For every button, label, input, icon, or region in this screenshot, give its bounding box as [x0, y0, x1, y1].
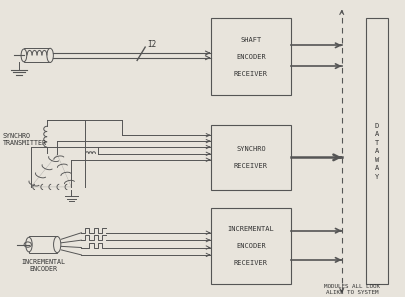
Text: INCREMENTAL
ENCODER: INCREMENTAL ENCODER — [21, 259, 65, 272]
Text: I2: I2 — [147, 40, 156, 49]
Text: MODULES ALL LOOK
ALIKE TO SYSTEM: MODULES ALL LOOK ALIKE TO SYSTEM — [324, 284, 380, 295]
Bar — [211, 208, 291, 285]
Text: SYNCHRO

RECEIVER: SYNCHRO RECEIVER — [234, 146, 268, 169]
Bar — [24, 48, 50, 62]
Ellipse shape — [26, 237, 32, 252]
Ellipse shape — [53, 236, 61, 253]
Bar — [211, 18, 291, 95]
Bar — [211, 125, 291, 190]
Text: D
A
T
A
W
A
Y: D A T A W A Y — [375, 123, 379, 180]
Ellipse shape — [21, 49, 27, 62]
Ellipse shape — [47, 48, 53, 62]
Bar — [29, 236, 57, 253]
Bar — [366, 18, 388, 285]
Text: SYNCHRO
TRANSMITTER: SYNCHRO TRANSMITTER — [3, 133, 47, 146]
Text: SHAFT

ENCODER

RECEIVER: SHAFT ENCODER RECEIVER — [234, 37, 268, 77]
Text: INCREMENTAL

ENCODER

RECEIVER: INCREMENTAL ENCODER RECEIVER — [228, 226, 274, 266]
